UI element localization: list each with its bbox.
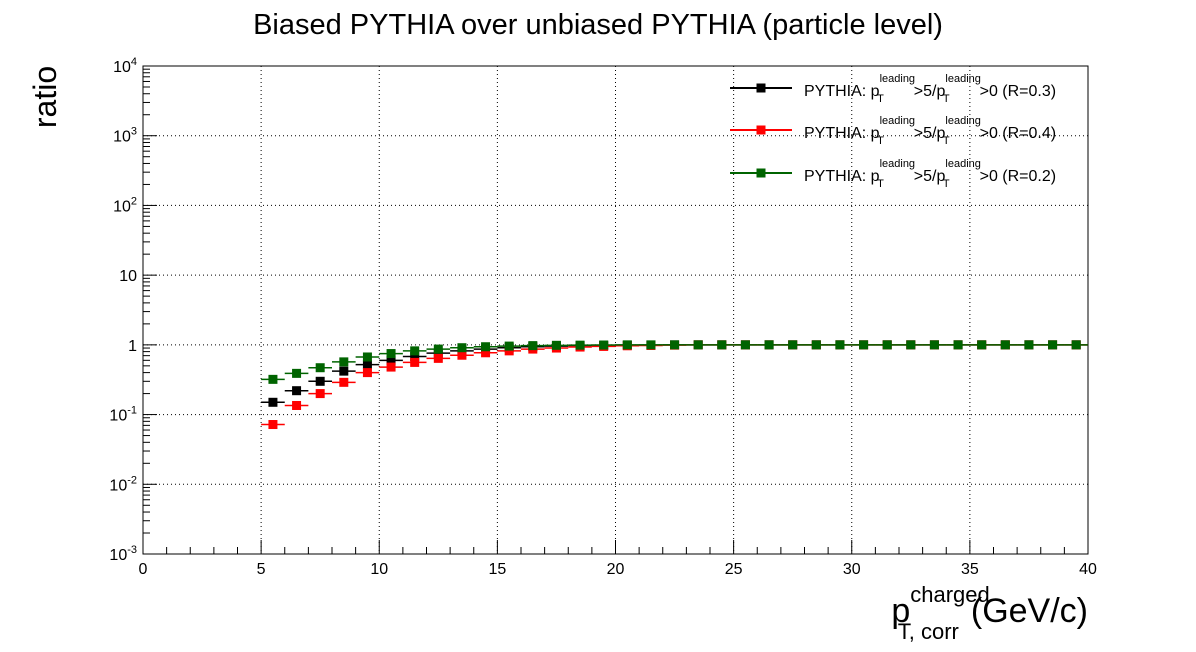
x-tick-label: 20 [607,561,625,578]
data-point [528,341,538,351]
legend-label: PYTHIA: pleading T >5/pleading T >0 (R=0.4) [804,115,1056,147]
data-point [386,349,396,359]
y-tick-label: 104 [113,56,137,76]
data-point [551,340,561,350]
legend-marker [756,125,766,135]
y-tick-labels: 10-3 10-2 10-1 1 10 102 103 104 [109,56,137,564]
x-tick-label: 10 [370,561,388,578]
x-axis-title-unit: (GeV/c) [971,592,1088,630]
data-point [504,341,514,351]
data-point [717,340,727,350]
data-point [575,340,585,350]
data-point [339,366,349,376]
y-tick-label: 1 [128,338,137,355]
data-point [292,400,302,410]
data-point [410,352,420,362]
data-point [386,355,396,365]
data-point [646,340,656,350]
y-tick-label: 10-3 [109,544,137,564]
data-point [339,377,349,387]
data-point [315,389,325,399]
data-point [670,340,680,350]
data-point [386,362,396,372]
x-tick-label: 5 [257,561,266,578]
data-point [1071,340,1081,350]
x-axis-title-sub: T, corr [898,619,959,644]
data-point [764,340,774,350]
data-point [292,368,302,378]
y-tick-label: 103 [113,126,137,146]
data-point [1048,340,1058,350]
legend-entry-3: PYTHIA: pleading T >5/pleading T >0 (R=0.2) [730,158,1056,190]
legend-entry-1: PYTHIA: pleading T >5/pleading T >0 (R=0.3) [730,73,1056,105]
legend-marker [756,168,766,178]
data-point [977,340,987,350]
data-point [504,346,514,356]
data-point [953,340,963,350]
chart-title: Biased PYTHIA over unbiased PYTHIA (part… [253,9,943,41]
x-axis-title-main: p [891,592,910,630]
data-point [906,340,916,350]
data-point [1000,340,1010,350]
data-point [481,342,491,352]
data-point [362,368,372,378]
x-tick-label: 30 [843,561,861,578]
x-tick-label: 15 [488,561,506,578]
data-point [811,340,821,350]
data-point [292,386,302,396]
data-point [882,340,892,350]
x-tick-label: 40 [1079,561,1097,578]
data-point [433,344,443,354]
data-point [457,343,467,353]
y-tick-label: 10-2 [109,474,137,494]
data-point [362,352,372,362]
data-point [693,340,703,350]
series-1 [261,340,1088,407]
data-point [835,340,845,350]
data-point [410,346,420,356]
data-point [410,357,420,367]
data-point [929,340,939,350]
data-point [362,360,372,370]
x-axis-title: pcharged T, corr (GeV/c) [891,582,1088,644]
data-point [599,340,609,350]
axis-ticks [142,65,1089,555]
data-point [268,397,278,407]
legend-label: PYTHIA: pleading T >5/pleading T >0 (R=0.3) [804,73,1056,105]
y-tick-label: 10-1 [109,405,137,425]
legend-label: PYTHIA: pleading T >5/pleading T >0 (R=0.2) [804,158,1056,190]
data-series [261,340,1088,430]
data-point [788,340,798,350]
y-tick-label: 10 [119,268,137,285]
y-axis-title: ratio [27,66,63,128]
data-point [315,376,325,386]
data-point [268,420,278,430]
data-point [339,357,349,367]
data-point [1024,340,1034,350]
x-axis-title-sup: charged [910,582,990,607]
legend: PYTHIA: pleading T >5/pleading T >0 (R=0.3) P… [730,73,1056,190]
legend-entry-2: PYTHIA: pleading T >5/pleading T >0 (R=0.4) [730,115,1056,147]
data-point [268,374,278,384]
x-tick-label: 35 [961,561,979,578]
data-point [433,353,443,363]
data-point [481,348,491,358]
x-tick-labels: 0 5 10 15 20 25 30 35 40 [139,561,1097,578]
data-point [622,340,632,350]
data-point [457,350,467,360]
data-point [315,363,325,373]
data-point [740,340,750,350]
y-tick-label: 102 [113,195,137,215]
x-tick-label: 0 [139,561,148,578]
series-3 [261,340,1088,384]
data-point [859,340,869,350]
legend-marker [756,83,766,93]
x-tick-label: 25 [725,561,743,578]
